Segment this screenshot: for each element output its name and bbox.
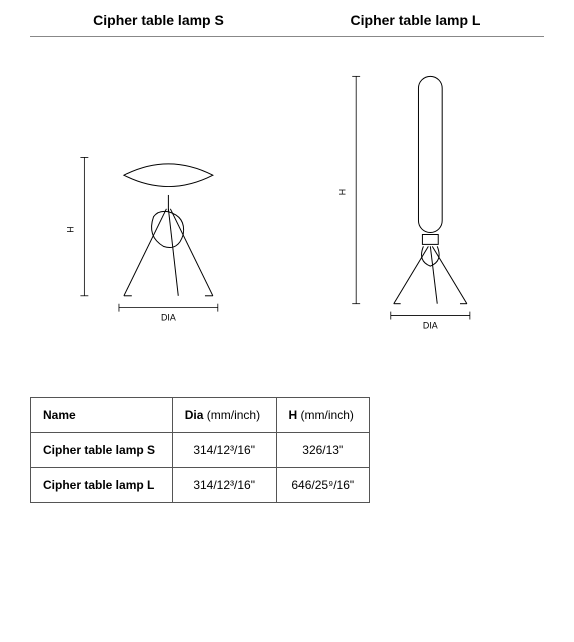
h-label-l: H xyxy=(337,189,347,195)
table-row: Cipher table lamp S 314/12³/16" 326/13" xyxy=(31,433,370,468)
lamp-l-svg: H DIA xyxy=(287,37,544,347)
dia-label-s: DIA xyxy=(161,313,176,323)
page: Cipher table lamp S Cipher table lamp L … xyxy=(0,0,574,533)
row-name: Cipher table lamp S xyxy=(31,433,173,468)
col-dia: Dia (mm/inch) xyxy=(172,398,276,433)
dia-label-l: DIA xyxy=(423,320,438,330)
header-right: Cipher table lamp L xyxy=(287,12,544,28)
diagram-lamp-l: H DIA xyxy=(287,37,544,347)
diagram-lamp-s: H DIA xyxy=(30,37,287,347)
header-left: Cipher table lamp S xyxy=(30,12,287,28)
table-row: Cipher table lamp L 314/12³/16" 646/25⁹/… xyxy=(31,468,370,503)
lamp-s-svg: H DIA xyxy=(30,37,287,347)
col-h: H (mm/inch) xyxy=(276,398,369,433)
h-label-s: H xyxy=(65,226,75,232)
spec-table: Name Dia (mm/inch) H (mm/inch) Cipher ta… xyxy=(30,397,370,503)
table-header-row: Name Dia (mm/inch) H (mm/inch) xyxy=(31,398,370,433)
row-dia: 314/12³/16" xyxy=(172,433,276,468)
header-row: Cipher table lamp S Cipher table lamp L xyxy=(30,12,544,37)
row-h: 646/25⁹/16" xyxy=(276,468,369,503)
col-name: Name xyxy=(31,398,173,433)
row-dia: 314/12³/16" xyxy=(172,468,276,503)
row-h: 326/13" xyxy=(276,433,369,468)
diagrams-row: H DIA xyxy=(30,37,544,347)
row-name: Cipher table lamp L xyxy=(31,468,173,503)
